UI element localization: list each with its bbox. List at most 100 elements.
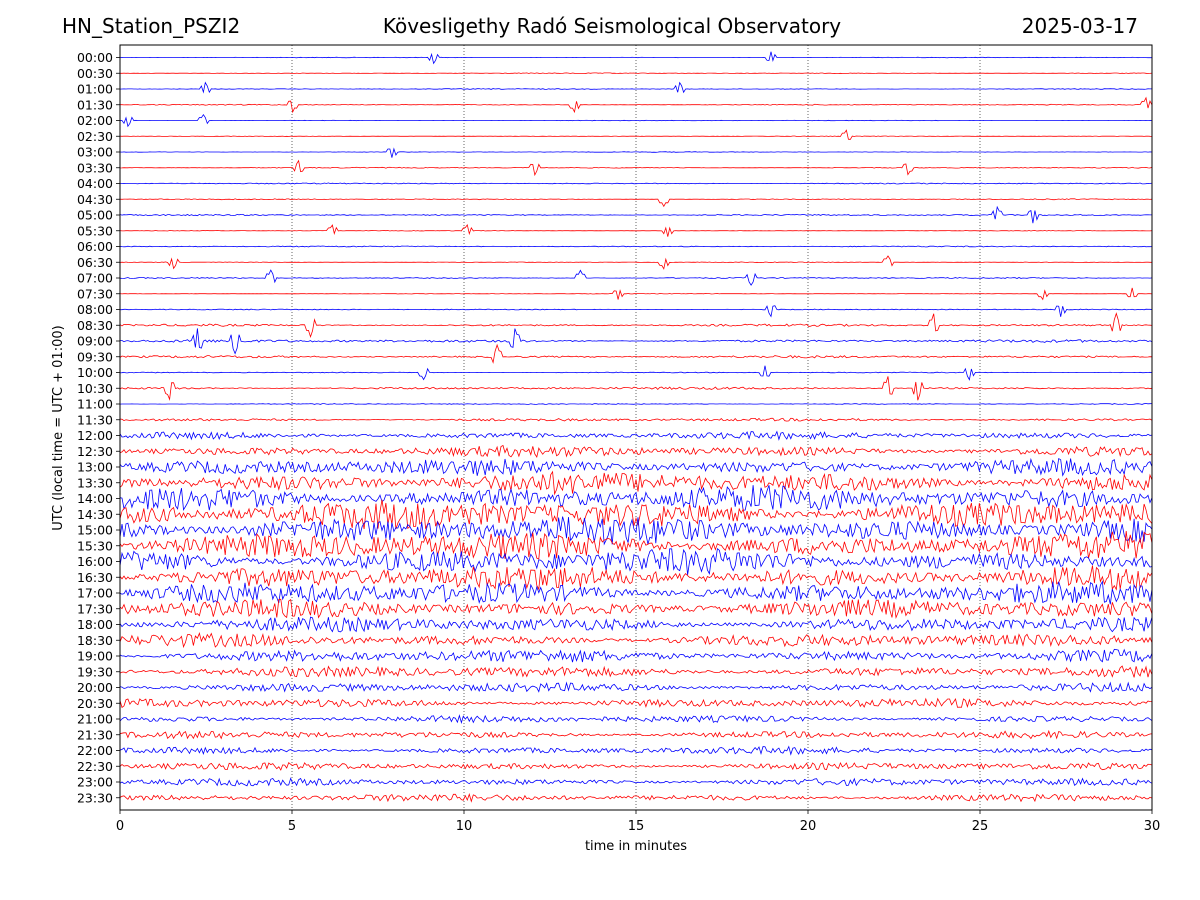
y-axis-ticks: 00:0000:3001:0001:3002:0002:3003:0003:30… — [77, 50, 120, 805]
y-tick-label-15: 07:30 — [77, 286, 113, 301]
trace-0930 — [119, 343, 1153, 364]
trace-0030 — [120, 72, 1153, 75]
trace-1830 — [119, 632, 1153, 649]
y-tick-label-18: 09:00 — [77, 334, 113, 349]
trace-1530 — [119, 531, 1153, 560]
trace-1700 — [119, 580, 1153, 605]
y-tick-label-35: 17:30 — [77, 601, 113, 616]
trace-1300 — [119, 457, 1153, 477]
trace-0400 — [120, 182, 1153, 185]
y-tick-label-37: 18:30 — [77, 633, 113, 648]
y-tick-label-3: 01:30 — [77, 97, 113, 112]
y-tick-label-23: 11:30 — [77, 412, 113, 427]
y-tick-label-42: 21:00 — [77, 712, 113, 727]
trace-0100 — [119, 81, 1152, 94]
y-tick-label-13: 06:30 — [77, 255, 113, 270]
trace-2230 — [119, 762, 1153, 771]
y-tick-label-8: 04:00 — [77, 176, 113, 191]
station-name: HN_Station_PSZI2 — [62, 14, 241, 38]
y-tick-label-24: 12:00 — [77, 428, 113, 443]
trace-0130 — [120, 96, 1153, 114]
y-tick-label-6: 03:00 — [77, 145, 113, 160]
trace-2300 — [119, 777, 1153, 787]
y-tick-label-36: 18:00 — [77, 617, 113, 632]
y-tick-label-14: 07:00 — [77, 271, 113, 286]
y-tick-label-41: 20:30 — [77, 696, 113, 711]
y-tick-label-31: 15:30 — [77, 538, 113, 553]
trace-2130 — [119, 729, 1153, 740]
trace-0700 — [119, 269, 1153, 286]
y-tick-label-32: 16:00 — [77, 554, 113, 569]
y-tick-label-25: 12:30 — [77, 444, 113, 459]
trace-0630 — [119, 255, 1152, 270]
y-tick-label-26: 13:00 — [77, 460, 113, 475]
trace-1330 — [119, 470, 1153, 496]
y-tick-label-0: 00:00 — [77, 50, 113, 65]
y-tick-label-7: 03:30 — [77, 160, 113, 175]
y-tick-label-30: 15:00 — [77, 523, 113, 538]
x-axis-ticks: 0 5 10 15 20 25 30 — [116, 810, 1160, 834]
y-tick-label-46: 23:00 — [77, 775, 113, 790]
trace-0800 — [120, 305, 1153, 318]
trace-0200 — [119, 113, 1153, 128]
y-tick-label-22: 11:00 — [77, 397, 113, 412]
trace-0230 — [119, 129, 1153, 140]
seismic-traces — [119, 51, 1153, 803]
trace-0500 — [119, 205, 1152, 224]
trace-1000 — [119, 365, 1153, 381]
y-tick-label-12: 06:00 — [77, 239, 113, 254]
trace-0900 — [119, 328, 1153, 355]
y-tick-label-4: 02:00 — [77, 113, 113, 128]
trace-2100 — [119, 714, 1153, 725]
trace-2000 — [119, 681, 1153, 693]
y-tick-label-44: 22:00 — [77, 743, 113, 758]
y-tick-label-19: 09:30 — [77, 349, 113, 364]
trace-0530 — [119, 223, 1153, 237]
trace-2330 — [119, 792, 1153, 803]
y-tick-label-16: 08:00 — [77, 302, 113, 317]
trace-1200 — [119, 430, 1153, 441]
trace-1630 — [119, 565, 1153, 591]
trace-1230 — [119, 444, 1153, 459]
trace-0300 — [119, 147, 1153, 158]
trace-1900 — [119, 648, 1153, 663]
trace-1800 — [119, 616, 1153, 633]
trace-1400 — [119, 485, 1153, 512]
y-tick-label-9: 04:30 — [77, 192, 113, 207]
y-tick-label-11: 05:30 — [77, 223, 113, 238]
trace-1930 — [119, 665, 1153, 679]
y-tick-label-1: 00:30 — [77, 66, 113, 81]
x-axis-label: time in minutes — [585, 839, 687, 854]
trace-0430 — [119, 198, 1153, 208]
trace-1600 — [119, 547, 1153, 575]
y-axis-label: UTC (local time = UTC + 01:00) — [51, 325, 66, 530]
trace-1500 — [119, 516, 1153, 546]
trace-1030 — [119, 376, 1153, 401]
x-tick-label-1: 5 — [288, 819, 296, 834]
y-tick-label-43: 21:30 — [77, 727, 113, 742]
y-tick-label-28: 14:00 — [77, 491, 113, 506]
y-tick-label-47: 23:30 — [77, 790, 113, 805]
trace-0600 — [119, 245, 1153, 248]
y-tick-label-21: 10:30 — [77, 381, 113, 396]
x-gridlines — [291, 45, 981, 810]
x-tick-label-0: 0 — [116, 819, 124, 834]
trace-0830 — [119, 312, 1153, 338]
trace-0330 — [119, 159, 1153, 177]
trace-1730 — [119, 598, 1153, 620]
trace-2030 — [119, 697, 1153, 709]
x-tick-label-4: 20 — [800, 819, 817, 834]
chart-date: 2025-03-17 — [1021, 14, 1138, 38]
y-tick-label-33: 16:30 — [77, 570, 113, 585]
trace-0000 — [119, 51, 1153, 65]
y-tick-label-2: 01:00 — [77, 82, 113, 97]
y-tick-label-27: 13:30 — [77, 475, 113, 490]
x-tick-label-6: 30 — [1144, 819, 1161, 834]
trace-0730 — [119, 287, 1153, 301]
y-tick-label-5: 02:30 — [77, 129, 113, 144]
trace-1130 — [119, 417, 1153, 422]
y-tick-label-29: 14:30 — [77, 507, 113, 522]
y-tick-label-39: 19:30 — [77, 664, 113, 679]
y-tick-label-38: 19:00 — [77, 649, 113, 664]
